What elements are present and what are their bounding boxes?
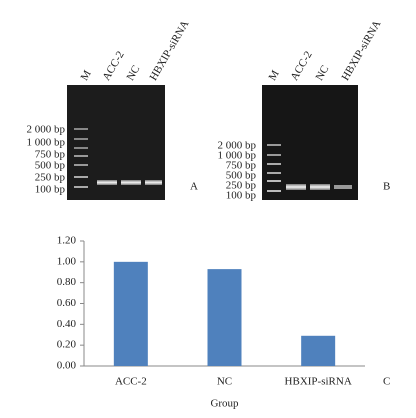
marker-label: 1 000 bp [218,150,257,162]
marker-label: 250 bp [226,180,257,192]
x-axis-title: Group [210,398,239,410]
x-tick-label: NC [217,376,232,388]
x-tick-label: HBXIP-siRNA [285,376,352,388]
lane-label: ACC-2 [288,49,314,83]
panel-label: C [383,376,390,388]
x-tick-label: ACC-2 [115,376,147,388]
lane-label: HBXIP-siRNA [147,18,191,82]
marker-label: 100 bp [226,190,257,202]
gel-a-bands [74,128,162,188]
lane-label: ACC-2 [100,49,126,83]
lane-label: NC [313,64,331,83]
y-tick-label: 0.40 [57,318,77,330]
panel-label: B [383,181,390,193]
lane-label: NC [124,64,142,83]
y-tick-label: 1.00 [57,255,77,267]
lane-label: M [78,68,93,83]
marker-label: 750 bp [35,149,66,161]
marker-label: 2 000 bp [218,140,257,152]
marker-label: 250 bp [35,172,66,184]
lane-label: HBXIP-siRNA [339,18,383,82]
bar [301,335,336,366]
bar [207,269,242,366]
y-tick-label: 0.20 [57,339,77,351]
marker-label: 2 000 bp [27,124,66,136]
marker-label: 500 bp [35,160,66,172]
y-tick-label: 0.80 [57,276,77,288]
marker-label: 100 bp [35,184,66,196]
y-tick-label: 0.60 [57,297,77,309]
marker-label: 1 000 bp [27,137,66,149]
marker-label: 750 bp [226,160,257,172]
y-tick-label: 1.20 [57,235,77,247]
y-tick-label: 0.00 [57,360,77,372]
bar [113,261,148,366]
panel-label: A [190,181,198,193]
lane-label: M [266,68,281,83]
gel-b-bands [267,144,352,192]
marker-label: 500 bp [226,170,257,182]
gel-b [262,85,358,200]
